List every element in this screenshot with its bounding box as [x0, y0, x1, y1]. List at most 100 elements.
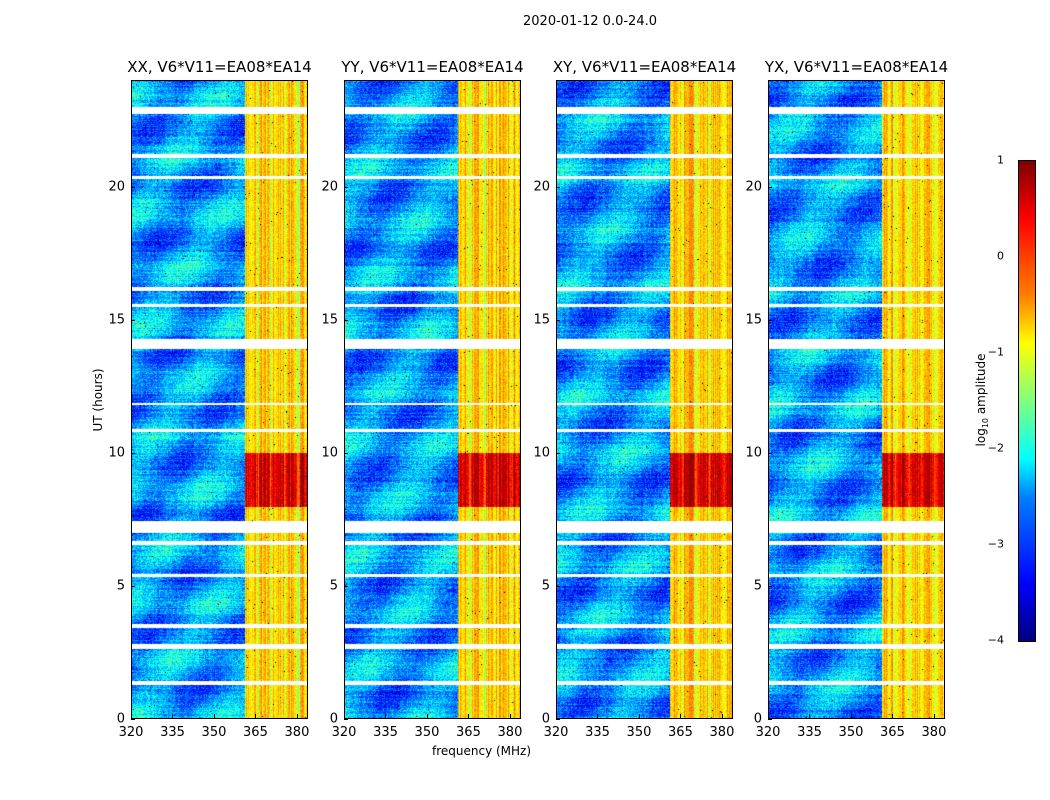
y-tick-label: 5: [329, 578, 338, 594]
y-tick-label: 15: [108, 312, 125, 328]
axes-frame: [768, 80, 945, 719]
figure-title: 2020-01-12 0.0-24.0: [523, 14, 657, 29]
y-tick-label: 10: [745, 445, 762, 461]
y-tick-mark: [556, 585, 560, 587]
heatmap-cells: [344, 80, 521, 719]
heatmap-cells: [131, 80, 308, 719]
x-tick-label: 320: [118, 725, 144, 740]
panel-xx: XX, V6*V11=EA08*EA14 0 5 10 15 20 320 335 350 365…: [108, 58, 311, 740]
y-tick-label: 5: [541, 578, 550, 594]
x-tick-mark: [933, 714, 935, 718]
colorbar: [1018, 160, 1036, 642]
y-tick-mark: [344, 719, 348, 720]
x-tick-mark: [721, 714, 723, 718]
y-tick-mark: [768, 452, 772, 454]
colorbar-tick-label: −3: [987, 537, 1004, 551]
x-tick-label: 350: [414, 725, 440, 740]
colorbar-tick-label: −2: [987, 441, 1004, 455]
panel-xy: XY, V6*V11=EA08*EA14 0 5 10 15 20 320 335 350 365…: [533, 58, 736, 740]
x-tick-label: 365: [668, 725, 693, 740]
y-tick-mark: [131, 585, 135, 587]
colorbar-tick-label: 1: [997, 153, 1004, 167]
y-tick-label: 20: [321, 179, 338, 194]
x-tick-mark: [296, 714, 298, 718]
x-tick-mark: [556, 714, 557, 718]
y-tick-label: 15: [745, 312, 762, 328]
x-tick-label: 365: [880, 725, 905, 740]
x-tick-label: 365: [243, 725, 268, 740]
x-tick-label: 380: [921, 725, 947, 740]
panel-title: XY, V6*V11=EA08*EA14: [552, 58, 737, 76]
y-tick-mark: [556, 719, 560, 720]
axes-frame: [131, 80, 308, 719]
y-tick-mark: [131, 319, 135, 321]
colorbar-tick-label: 0: [997, 249, 1004, 263]
x-tick-label: 320: [755, 725, 781, 740]
axes-frame: [344, 80, 521, 719]
x-tick-label: 335: [373, 725, 398, 740]
y-tick-label: 0: [116, 711, 125, 727]
y-tick-mark: [768, 319, 772, 321]
colorbar-tick-label: −1: [987, 345, 1004, 359]
y-tick-mark: [768, 719, 772, 720]
y-tick-label: 10: [108, 445, 125, 461]
y-tick-label: 0: [753, 711, 762, 727]
y-tick-label: 20: [533, 179, 550, 194]
x-tick-label: 350: [838, 725, 864, 740]
x-tick-mark: [131, 714, 132, 718]
panel-title: YX, V6*V11=EA08*EA14: [764, 58, 949, 76]
x-tick-label: 320: [331, 725, 357, 740]
x-tick-label: 350: [626, 725, 652, 740]
x-tick-mark: [850, 714, 852, 718]
y-tick-mark: [344, 186, 348, 188]
y-tick-label: 10: [533, 445, 550, 461]
x-tick-mark: [344, 714, 345, 718]
panel-title: YY, V6*V11=EA08*EA14: [341, 58, 524, 76]
heatmap-cells: [768, 80, 945, 719]
y-tick-mark: [768, 186, 772, 188]
y-tick-label: 5: [753, 578, 762, 594]
y-tick-label: 10: [321, 445, 338, 461]
y-tick-mark: [131, 452, 135, 454]
x-tick-mark: [809, 714, 811, 718]
x-tick-mark: [892, 714, 894, 718]
x-tick-mark: [255, 714, 257, 718]
x-tick-label: 335: [160, 725, 185, 740]
x-axis-label: frequency (MHz): [432, 744, 532, 758]
x-tick-label: 380: [709, 725, 735, 740]
x-tick-mark: [638, 714, 640, 718]
x-tick-label: 380: [284, 725, 310, 740]
y-axis-label: UT (hours): [91, 368, 105, 432]
x-tick-label: 365: [456, 725, 481, 740]
y-tick-label: 0: [329, 711, 338, 727]
x-tick-mark: [385, 714, 387, 718]
x-tick-label: 380: [497, 725, 523, 740]
y-tick-label: 20: [745, 179, 762, 194]
x-tick-mark: [172, 714, 174, 718]
heatmap-cells: [556, 80, 733, 719]
y-tick-mark: [131, 719, 135, 720]
x-tick-label: 335: [585, 725, 610, 740]
y-tick-label: 5: [116, 578, 125, 594]
y-tick-mark: [131, 186, 135, 188]
x-tick-mark: [680, 714, 682, 718]
panel-yy: YY, V6*V11=EA08*EA14 0 5 10 15 20 320 335 350 365…: [321, 58, 523, 740]
y-tick-mark: [344, 452, 348, 454]
x-tick-mark: [509, 714, 511, 718]
panel-title: XX, V6*V11=EA08*EA14: [127, 58, 312, 76]
x-tick-mark: [597, 714, 599, 718]
y-tick-mark: [556, 452, 560, 454]
y-tick-label: 15: [533, 312, 550, 328]
y-tick-label: 15: [321, 312, 338, 328]
panel-yx: YX, V6*V11=EA08*EA14 0 5 10 15 20 320 335 350 365…: [745, 58, 948, 740]
x-tick-label: 350: [201, 725, 227, 740]
y-tick-mark: [768, 585, 772, 587]
y-tick-mark: [344, 319, 348, 321]
x-tick-mark: [426, 714, 428, 718]
y-tick-mark: [556, 186, 560, 188]
x-tick-label: 335: [797, 725, 822, 740]
y-tick-mark: [556, 319, 560, 321]
x-tick-label: 320: [543, 725, 569, 740]
colorbar-tick-label: −4: [987, 633, 1004, 647]
